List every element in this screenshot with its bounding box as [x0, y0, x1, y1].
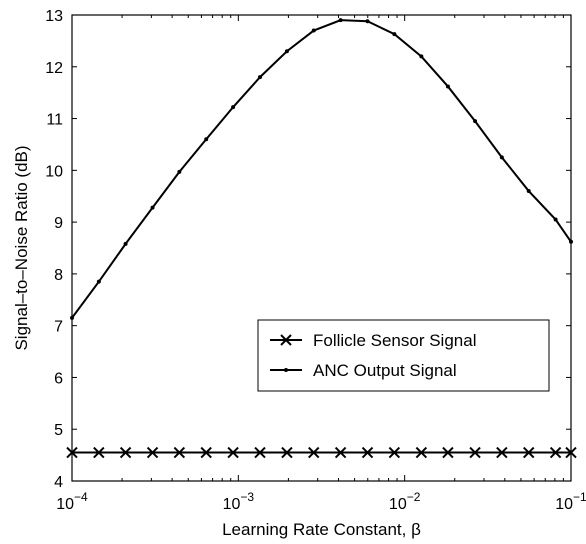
x-axis-label: Learning Rate Constant, β — [222, 520, 421, 539]
data-point-x-marker — [66, 446, 78, 459]
y-tick-label: 6 — [54, 370, 63, 387]
data-point-dot-marker — [123, 241, 128, 246]
series-line-anc — [71, 19, 572, 319]
data-point-x-marker — [523, 446, 535, 459]
x-tick-label: 10−4 — [56, 490, 88, 513]
y-tick-label: 10 — [45, 163, 63, 180]
data-point-x-marker — [334, 446, 347, 459]
data-point-x-marker — [146, 446, 159, 459]
data-point-x-marker — [254, 446, 266, 459]
data-point-x-marker — [200, 446, 212, 459]
data-point-x-marker — [496, 446, 508, 459]
data-point-dot-marker — [553, 217, 558, 222]
data-point-x-marker — [308, 446, 320, 459]
data-point-dot-marker — [445, 84, 450, 89]
y-tick-label: 7 — [54, 319, 63, 336]
data-point-dot-marker — [473, 119, 478, 124]
series-layer — [66, 18, 577, 459]
data-point-dot-marker — [311, 28, 316, 33]
legend-label-follicle: Follicle Sensor Signal — [313, 331, 476, 350]
data-point-x-marker — [227, 446, 239, 459]
data-point-x-marker — [173, 446, 186, 459]
data-point-x-marker — [442, 446, 454, 459]
y-tick-label: 11 — [46, 112, 63, 129]
y-axis-label: Signal–to–Noise Ratio (dB) — [12, 145, 31, 350]
legend-x-marker-icon — [280, 334, 292, 346]
data-point-dot-marker — [231, 105, 236, 110]
legend-label-anc: ANC Output Signal — [313, 361, 457, 380]
data-point-dot-marker — [204, 137, 209, 142]
data-point-x-marker — [415, 446, 428, 459]
data-point-x-marker — [565, 446, 577, 459]
legend-box — [257, 319, 550, 392]
plot-area — [71, 14, 572, 482]
data-point-dot-marker — [177, 169, 182, 174]
data-point-dot-marker — [150, 205, 155, 210]
axis-ticks: 4 5 6 7 8 9 10 11 12 13 10−4 10−3 10−2 10−1 — [45, 8, 586, 513]
data-point-dot-marker — [96, 279, 101, 284]
data-point-dot-marker — [338, 18, 343, 23]
data-point-x-marker — [119, 446, 132, 459]
data-point-dot-marker — [70, 315, 74, 320]
legend-dot-marker-icon — [284, 368, 288, 372]
data-point-dot-marker — [392, 32, 397, 37]
data-point-x-marker — [93, 446, 105, 459]
y-tick-label: 13 — [45, 8, 63, 25]
data-point-x-marker — [469, 446, 481, 459]
data-point-x-marker — [549, 446, 562, 459]
data-point-dot-marker — [258, 75, 263, 80]
y-tick-label: 4 — [54, 474, 63, 491]
y-tick-label: 8 — [54, 267, 63, 284]
legend: Follicle Sensor Signal ANC Output Signal — [257, 319, 550, 392]
data-point-dot-marker — [569, 239, 573, 244]
y-tick-label: 12 — [45, 60, 63, 77]
data-point-dot-marker — [499, 155, 504, 160]
data-point-dot-marker — [284, 49, 289, 54]
data-point-x-marker — [281, 446, 293, 459]
data-point-x-marker — [388, 446, 401, 459]
x-tick-label: 10−1 — [555, 490, 586, 513]
y-tick-label: 5 — [54, 422, 63, 439]
data-point-dot-marker — [365, 19, 370, 24]
data-point-x-marker — [361, 446, 374, 459]
data-point-dot-marker — [419, 54, 424, 59]
y-tick-label: 9 — [54, 215, 63, 232]
x-tick-label: 10−3 — [223, 490, 255, 513]
x-tick-label: 10−2 — [389, 490, 421, 513]
data-point-dot-marker — [526, 189, 531, 194]
